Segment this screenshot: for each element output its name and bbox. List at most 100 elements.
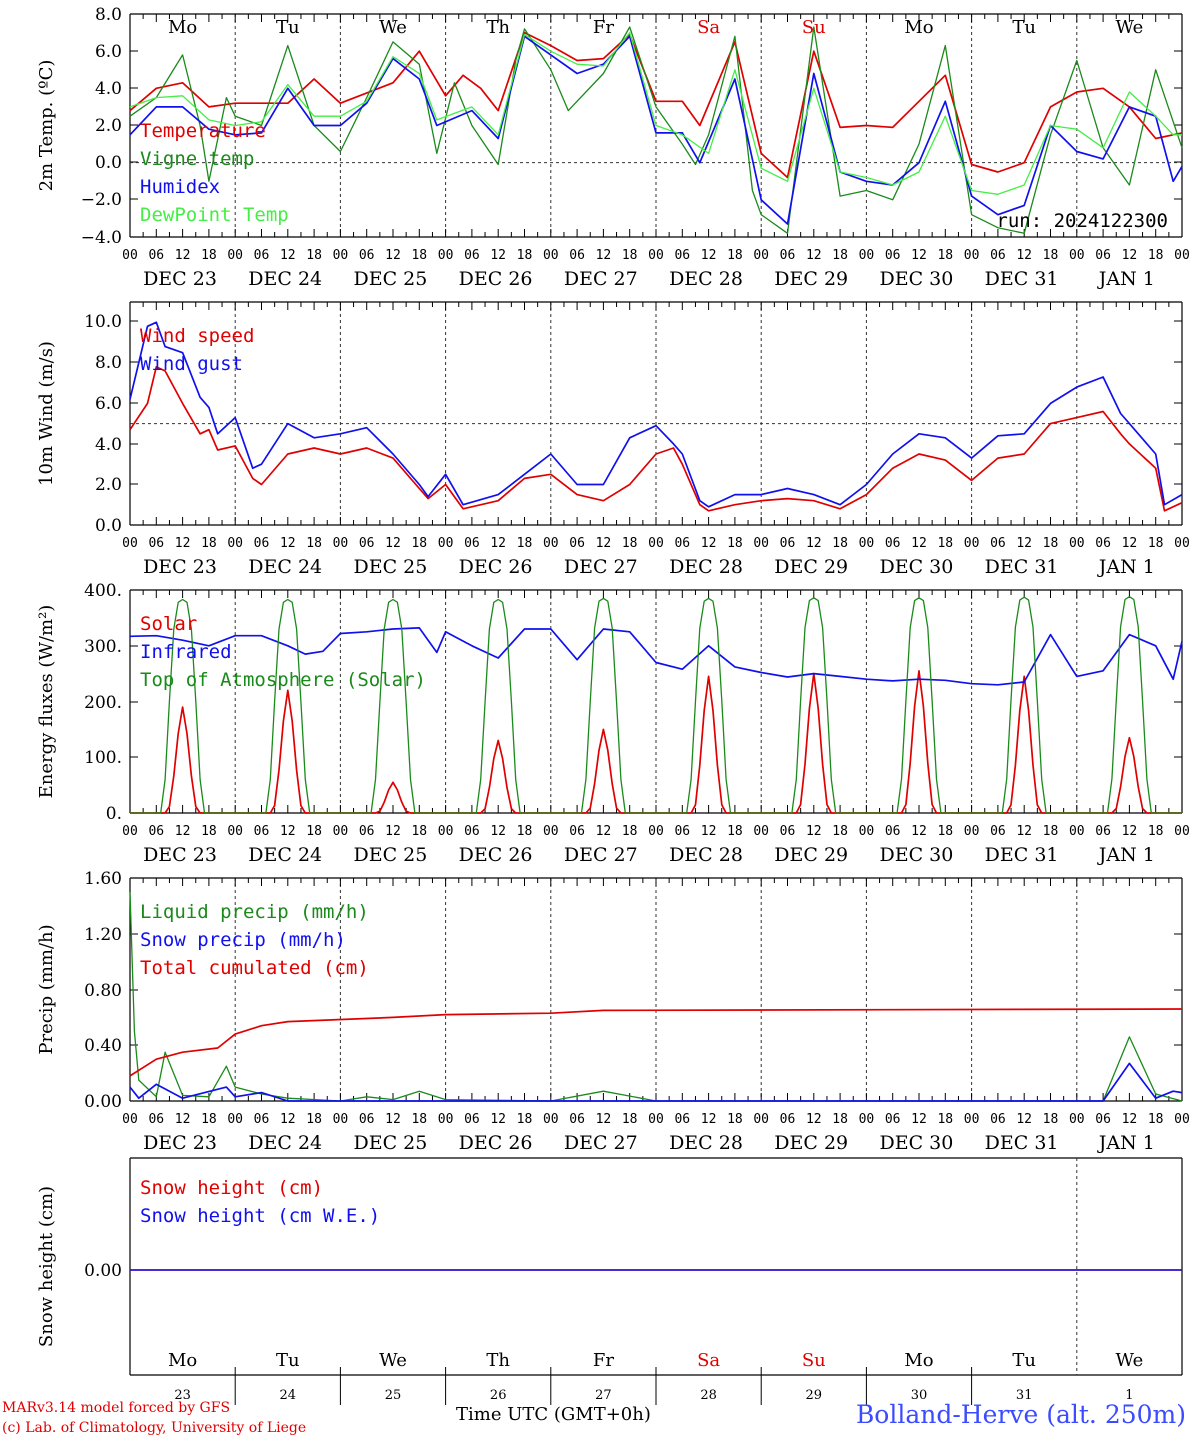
hour-tick-label: 12 xyxy=(911,536,927,551)
hour-tick-label: 06 xyxy=(148,248,164,263)
hour-tick-label: 12 xyxy=(490,1112,506,1127)
hour-tick-label: 12 xyxy=(911,824,927,839)
hour-tick-label: 00 xyxy=(1069,248,1085,263)
y-tick-label: 8.0 xyxy=(95,353,122,373)
date-label: DEC 29 xyxy=(774,268,848,290)
y-tick-label: 0.0 xyxy=(95,516,122,536)
hour-tick-label: 12 xyxy=(701,536,717,551)
day-of-month-label: 25 xyxy=(385,1388,402,1403)
y-axis-title: Energy fluxes (W/m²) xyxy=(36,605,57,799)
y-tick-label: 2.0 xyxy=(95,116,122,136)
y-tick-label: 1.20 xyxy=(84,925,122,945)
date-label: DEC 30 xyxy=(879,1132,953,1154)
hour-tick-label: 06 xyxy=(569,248,585,263)
hour-tick-label: 06 xyxy=(254,248,270,263)
hour-tick-label: 06 xyxy=(674,1112,690,1127)
hour-tick-label: 06 xyxy=(885,248,901,263)
hour-tick-label: 00 xyxy=(859,248,875,263)
hour-tick-label: 12 xyxy=(701,1112,717,1127)
legend-label: Vigne temp xyxy=(140,148,254,170)
hour-tick-label: 00 xyxy=(753,248,769,263)
hour-tick-label: 18 xyxy=(727,536,743,551)
y-axis-title: Snow height (cm) xyxy=(36,1186,57,1347)
y-tick-label: 400. xyxy=(84,581,122,601)
hour-tick-label: 06 xyxy=(464,1112,480,1127)
hour-tick-label: 18 xyxy=(517,1112,533,1127)
time-axis-label: Time UTC (GMT+0h) xyxy=(456,1404,651,1425)
date-label: DEC 26 xyxy=(459,1132,533,1154)
day-of-week-label: We xyxy=(1116,1350,1144,1371)
hour-tick-label: 06 xyxy=(254,1112,270,1127)
hour-tick-label: 00 xyxy=(648,536,664,551)
y-axis-title: Precip (mm/h) xyxy=(36,924,57,1054)
hour-tick-label: 18 xyxy=(937,824,953,839)
y-tick-label: 0.0 xyxy=(95,153,122,173)
day-of-month-label: 30 xyxy=(911,1388,928,1403)
hour-tick-label: 06 xyxy=(464,248,480,263)
hour-tick-label: 00 xyxy=(859,824,875,839)
hour-tick-label: 12 xyxy=(596,1112,612,1127)
hour-tick-label: 06 xyxy=(674,248,690,263)
hour-tick-label: 18 xyxy=(306,536,322,551)
hour-tick-label: 18 xyxy=(517,824,533,839)
date-label: DEC 26 xyxy=(459,556,533,578)
hour-tick-label: 00 xyxy=(543,536,559,551)
hour-tick-label: 06 xyxy=(148,1112,164,1127)
hour-tick-label: 12 xyxy=(385,1112,401,1127)
date-label: DEC 24 xyxy=(248,268,322,290)
y-tick-label: 8.0 xyxy=(95,5,122,25)
y-tick-label: 200. xyxy=(84,693,122,713)
hour-tick-label: 12 xyxy=(1016,536,1032,551)
hour-tick-label: 06 xyxy=(780,248,796,263)
hour-tick-label: 06 xyxy=(990,536,1006,551)
day-of-month-label: 29 xyxy=(806,1388,823,1403)
hour-tick-label: 12 xyxy=(806,1112,822,1127)
hour-tick-label: 12 xyxy=(490,536,506,551)
day-of-week-label: Mo xyxy=(168,17,197,38)
legend-label: Humidex xyxy=(140,176,220,198)
hour-tick-label: 18 xyxy=(306,248,322,263)
hour-tick-label: 18 xyxy=(727,824,743,839)
hour-tick-label: 00 xyxy=(122,824,138,839)
y-axis-title: 10m Wind (m/s) xyxy=(36,341,57,486)
day-of-month-label: 23 xyxy=(174,1388,191,1403)
hour-tick-label: 00 xyxy=(859,1112,875,1127)
hour-tick-label: 00 xyxy=(543,1112,559,1127)
hour-tick-label: 06 xyxy=(464,824,480,839)
hour-tick-label: 00 xyxy=(122,1112,138,1127)
series-line xyxy=(129,35,1183,225)
hour-tick-label: 06 xyxy=(674,536,690,551)
hour-tick-label: 00 xyxy=(122,248,138,263)
hour-tick-label: 06 xyxy=(569,536,585,551)
hour-tick-label: 00 xyxy=(753,1112,769,1127)
hour-tick-label: 18 xyxy=(306,824,322,839)
hour-tick-label: 00 xyxy=(333,536,349,551)
series-line xyxy=(130,596,1182,814)
hour-tick-label: 06 xyxy=(990,1112,1006,1127)
hour-tick-label: 00 xyxy=(438,536,454,551)
date-label: DEC 27 xyxy=(564,268,638,290)
day-of-week-label: Tu xyxy=(276,1350,300,1371)
hour-tick-label: 18 xyxy=(727,248,743,263)
hour-tick-label: 18 xyxy=(622,824,638,839)
series-line xyxy=(129,1062,1183,1102)
hour-tick-label: 12 xyxy=(1016,248,1032,263)
date-label: DEC 27 xyxy=(564,844,638,866)
hour-tick-label: 18 xyxy=(937,536,953,551)
y-tick-label: 2.0 xyxy=(95,475,122,495)
hour-tick-label: 00 xyxy=(964,824,980,839)
hour-tick-label: 06 xyxy=(464,536,480,551)
hour-tick-label: 12 xyxy=(385,824,401,839)
y-axis-title: 2m Temp. (ºC) xyxy=(36,60,57,192)
hour-tick-label: 18 xyxy=(1148,536,1164,551)
hour-tick-label: 18 xyxy=(201,536,217,551)
hour-tick-label: 18 xyxy=(1043,1112,1059,1127)
legend-label: Liquid precip (mm/h) xyxy=(140,901,369,923)
hour-tick-label: 18 xyxy=(201,824,217,839)
day-of-week-label: Tu xyxy=(1012,17,1036,38)
series-line xyxy=(129,891,1183,1102)
hour-tick-label: 18 xyxy=(727,1112,743,1127)
hour-tick-label: 06 xyxy=(990,248,1006,263)
hour-tick-label: 18 xyxy=(411,536,427,551)
day-of-week-label: Fr xyxy=(593,17,614,38)
